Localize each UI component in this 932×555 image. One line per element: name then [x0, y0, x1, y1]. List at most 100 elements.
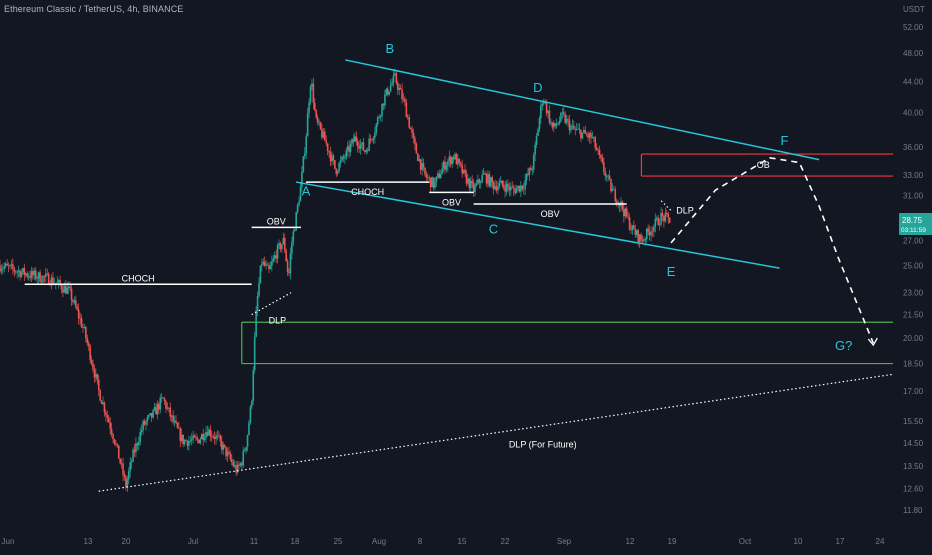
candle-body	[109, 422, 111, 429]
candle-body	[228, 451, 230, 454]
candle-body	[76, 307, 79, 310]
candle-body	[12, 264, 14, 269]
candle-body	[246, 434, 249, 448]
candle-body	[285, 250, 287, 262]
candle-body	[545, 102, 548, 114]
candle-body	[608, 175, 611, 180]
candle-body	[489, 177, 492, 187]
candle-body	[203, 437, 206, 440]
dotted-line	[98, 373, 894, 492]
candle-body	[77, 309, 80, 319]
candle-body	[600, 155, 602, 159]
candle-body	[603, 162, 605, 172]
candle-body	[40, 281, 43, 283]
candle-body	[572, 125, 575, 129]
time-axis[interactable]: Jun 13 20 Jul 11 18 25 Aug 8 15 22 Sep 12 19 Oct 10 17 24	[2, 537, 885, 546]
candle-body	[212, 436, 215, 438]
candle-body	[135, 443, 137, 453]
candle-body	[658, 224, 661, 226]
candle-body	[275, 255, 277, 259]
candle-body	[193, 435, 196, 438]
price-tick-label: 11.80	[903, 506, 923, 515]
candle-body	[527, 173, 529, 175]
candle-body	[119, 458, 121, 464]
candle-body	[392, 75, 395, 83]
candle-body	[266, 264, 269, 266]
candle-body	[136, 443, 139, 446]
candle-body	[502, 184, 505, 187]
candle-body	[613, 188, 615, 190]
price-tick-label: 13.50	[903, 462, 924, 471]
candle-body	[578, 128, 581, 131]
candle-body	[9, 265, 11, 267]
candle-body	[372, 137, 375, 140]
candle-body	[57, 280, 60, 283]
candle-body	[188, 441, 190, 446]
candle-body	[645, 228, 648, 240]
candle-body	[6, 263, 8, 266]
candle-body	[442, 161, 445, 169]
candle-body	[92, 363, 94, 370]
candle-body	[210, 436, 213, 437]
candle-body	[318, 122, 320, 124]
time-tick-label: Jul	[188, 537, 198, 546]
price-tick-label: 17.00	[903, 387, 924, 396]
candle-body	[517, 185, 519, 189]
candle-body	[597, 149, 599, 151]
candle-body	[253, 336, 256, 371]
candle-body	[152, 410, 154, 418]
time-tick-label: Aug	[372, 537, 386, 546]
candle-body	[348, 146, 350, 152]
candle-body	[338, 163, 340, 172]
candle-body	[379, 115, 382, 118]
candle-body	[424, 167, 426, 175]
candle-body	[389, 85, 392, 92]
candle-body	[42, 275, 44, 283]
candle-body	[555, 124, 558, 126]
candle-body	[19, 270, 21, 277]
candle-body	[445, 165, 448, 170]
candle-body	[345, 150, 348, 158]
candle-body	[541, 103, 544, 106]
candle-body	[248, 422, 250, 435]
candle-body	[498, 182, 501, 187]
time-tick-label: Sep	[557, 537, 572, 546]
candle-body	[80, 318, 83, 328]
candle-body	[140, 430, 143, 432]
candle-body	[655, 217, 658, 219]
candle-body	[148, 415, 150, 418]
candle-body	[354, 136, 356, 142]
candle-body	[332, 155, 335, 161]
candle-body	[467, 178, 469, 184]
candle-body	[428, 177, 431, 179]
candle-body	[477, 179, 479, 184]
candle-body	[296, 204, 299, 213]
candle-body	[641, 240, 644, 242]
candle-body	[650, 231, 652, 236]
candle-body	[2, 268, 4, 270]
candle-body	[484, 173, 486, 175]
candle-body	[518, 185, 521, 192]
candle-body	[189, 440, 192, 442]
candle-body	[532, 154, 535, 170]
point-label-c: C	[489, 221, 498, 236]
candle-body	[364, 150, 366, 152]
price-axis[interactable]: USDT 52.00 48.00 44.00 40.00 36.00 33.00 31.00…	[903, 5, 925, 515]
candle-body	[23, 268, 26, 275]
candle-body	[464, 169, 466, 173]
candle-body	[625, 208, 628, 217]
candle-body	[391, 82, 393, 86]
candle-body	[183, 439, 186, 445]
candle-body	[262, 261, 265, 265]
candle-body	[166, 407, 169, 409]
candle-body	[501, 180, 504, 185]
candle-body	[570, 126, 572, 131]
candle-body	[59, 280, 61, 285]
candle-body	[259, 265, 262, 284]
candle-body	[441, 168, 443, 175]
candle-body	[661, 213, 664, 216]
candle-body	[531, 169, 534, 171]
candle-body	[388, 91, 390, 95]
